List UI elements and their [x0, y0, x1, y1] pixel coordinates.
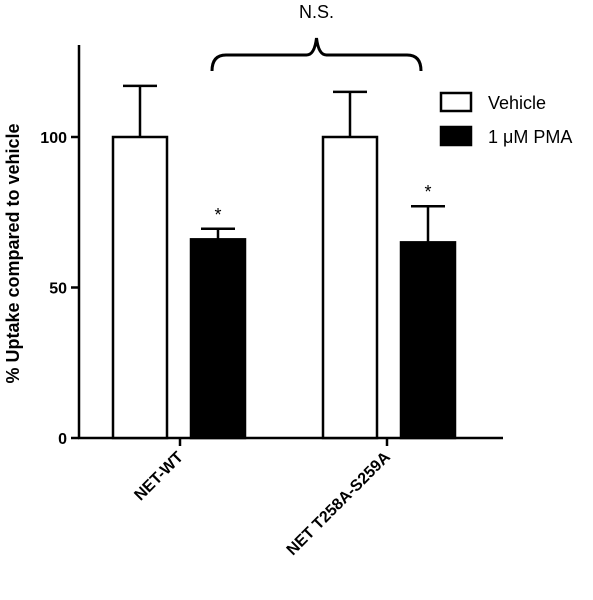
bar: [111, 135, 169, 440]
legend: Vehicle 1 μM PMA: [439, 91, 572, 147]
y-tick-label: 50: [49, 281, 67, 298]
x-tick-label: NET T258A-S259A: [284, 448, 394, 558]
legend-label: 1 μM PMA: [488, 127, 572, 147]
comparison-label: N.S.: [299, 2, 334, 22]
legend-swatch: [439, 125, 473, 147]
x-tick-label: NET-WT: [131, 449, 187, 505]
y-axis-title: % Uptake compared to vehicle: [3, 123, 23, 383]
comparison-bracket: [210, 37, 423, 72]
bar: [321, 135, 379, 440]
significance-marker: *: [214, 205, 221, 225]
legend-swatch: [439, 91, 473, 113]
bars: [111, 84, 457, 440]
bar: [189, 238, 247, 440]
annotations: * * N.S.: [210, 2, 432, 225]
y-tick-label: 100: [40, 130, 67, 147]
y-tick-label: 0: [58, 431, 67, 448]
legend-label: Vehicle: [488, 93, 546, 113]
bar: [399, 241, 457, 440]
significance-marker: *: [424, 182, 431, 202]
